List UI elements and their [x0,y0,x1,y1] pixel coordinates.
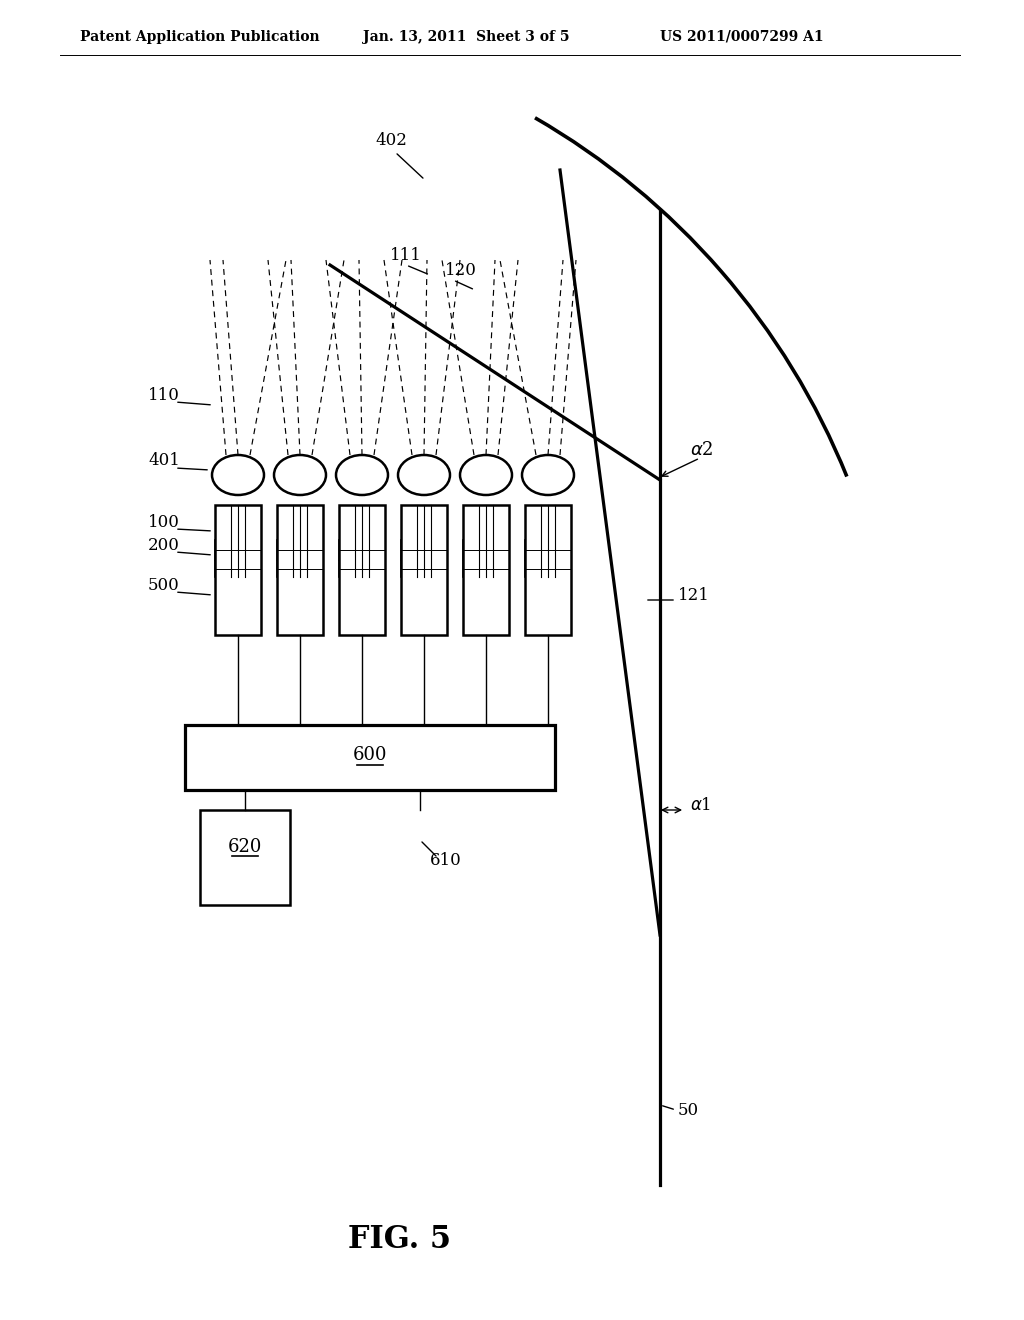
Ellipse shape [522,455,574,495]
Text: 620: 620 [227,838,262,857]
Text: $\alpha$1: $\alpha$1 [690,797,712,814]
Bar [401,561,447,577]
Bar [543,528,553,540]
Text: $\alpha$2: $\alpha$2 [690,441,714,459]
Text: 120: 120 [445,261,477,279]
Bar [185,725,555,789]
Text: 500: 500 [148,577,180,594]
Text: 50: 50 [678,1102,699,1119]
Text: 111: 111 [390,247,422,264]
Ellipse shape [274,455,326,495]
Ellipse shape [398,455,450,495]
Text: 610: 610 [430,851,462,869]
Bar [278,506,323,635]
Bar [481,528,490,540]
Ellipse shape [212,455,264,495]
Text: US 2011/0007299 A1: US 2011/0007299 A1 [660,30,823,44]
Bar [463,561,509,577]
Ellipse shape [336,455,388,495]
Text: Jan. 13, 2011  Sheet 3 of 5: Jan. 13, 2011 Sheet 3 of 5 [362,30,569,44]
Bar [215,561,261,577]
Text: 110: 110 [148,387,180,404]
Text: 121: 121 [678,587,710,605]
Bar [463,540,509,560]
Text: 600: 600 [352,746,387,763]
Bar [463,506,509,635]
Bar [278,561,323,577]
Bar [278,540,323,560]
Bar [525,540,571,560]
Text: 200: 200 [148,537,180,554]
Text: 401: 401 [148,451,180,469]
Bar [233,528,243,540]
Text: Patent Application Publication: Patent Application Publication [80,30,319,44]
Bar [339,540,385,560]
Text: 100: 100 [148,513,180,531]
Bar [357,528,367,540]
Bar [525,561,571,577]
Bar [339,506,385,635]
Bar [419,528,429,540]
Bar [295,528,305,540]
Bar [401,506,447,635]
Text: 402: 402 [375,132,407,149]
Bar [200,810,290,906]
Bar [215,506,261,635]
Bar [215,540,261,560]
Ellipse shape [460,455,512,495]
Bar [339,561,385,577]
Text: FIG. 5: FIG. 5 [348,1225,452,1255]
Bar [525,506,571,635]
Bar [401,540,447,560]
